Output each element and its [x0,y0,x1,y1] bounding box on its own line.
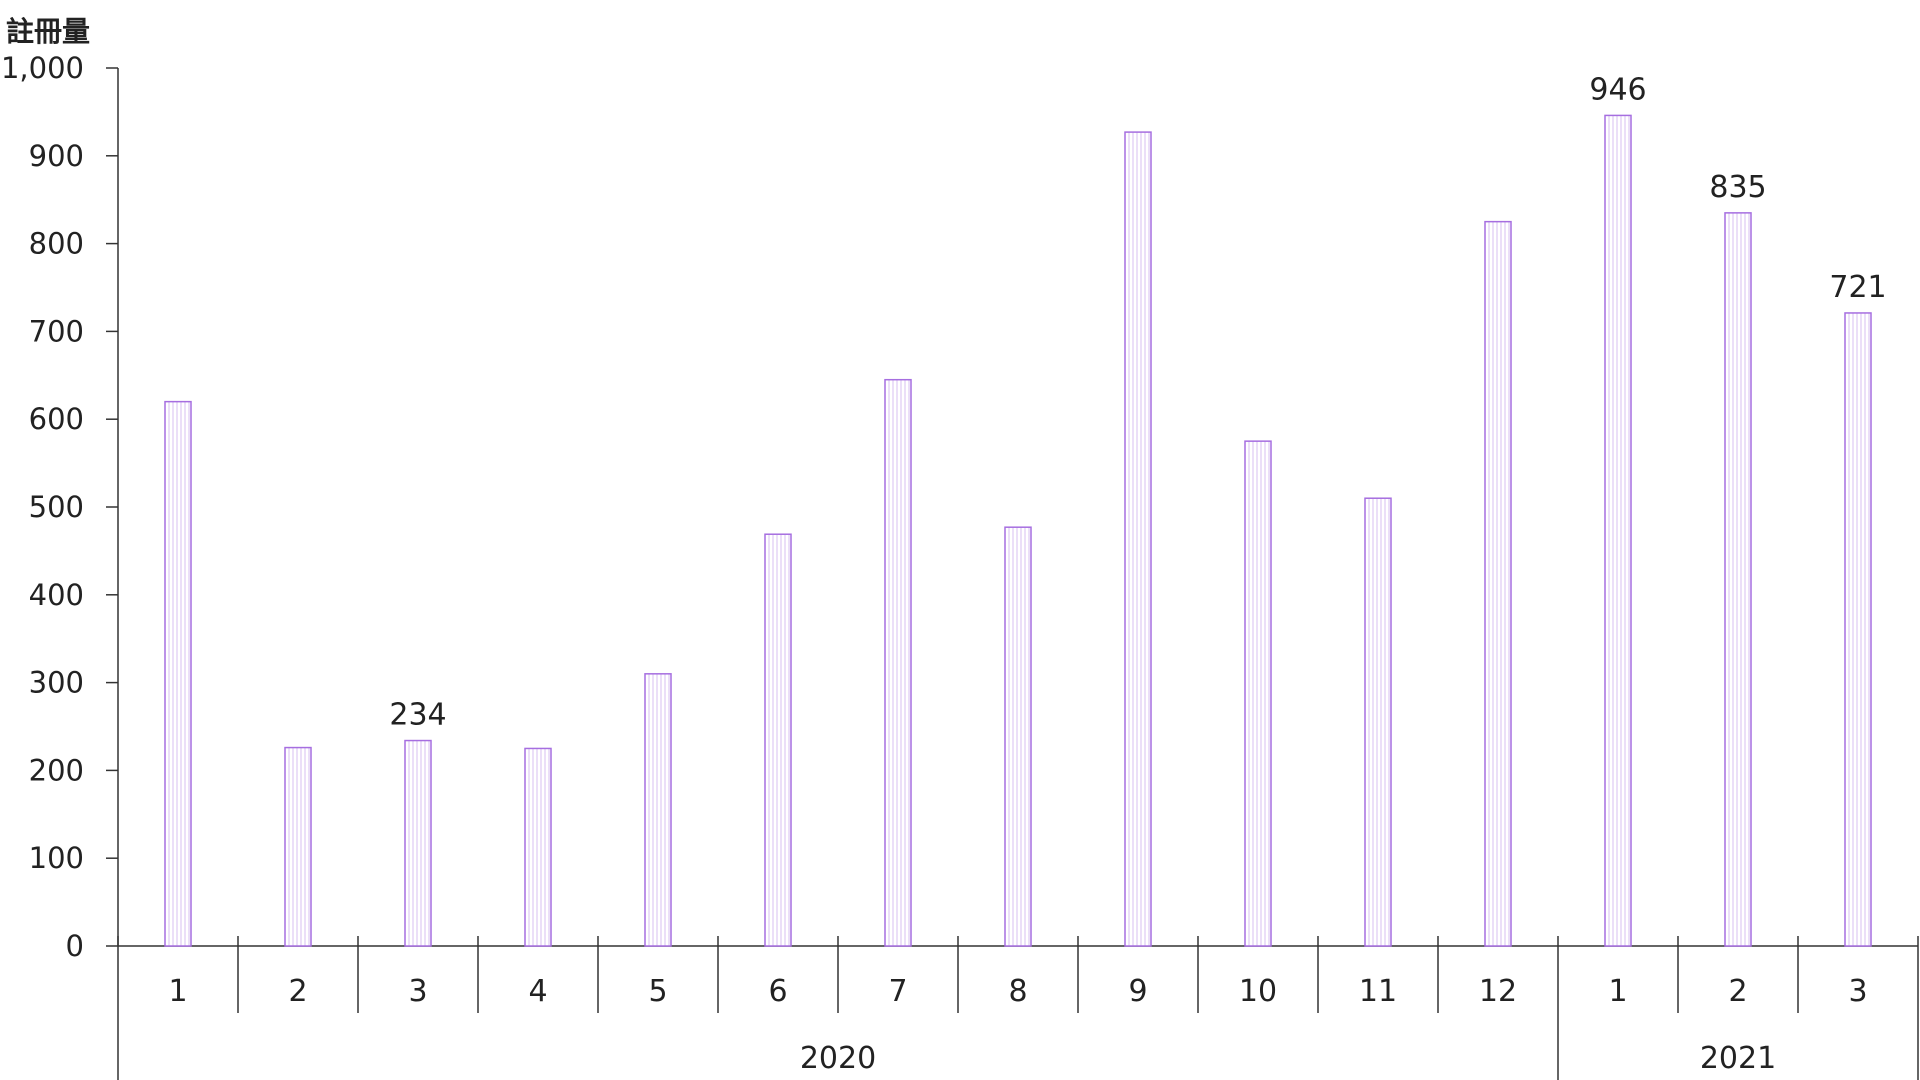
y-tick-label: 500 [29,490,84,524]
data-label: 234 [389,698,446,733]
bar [1604,114,1632,947]
bar [1004,526,1032,947]
x-tick-label: 3 [1848,974,1867,1009]
bar [764,533,792,947]
x-tick-label: 1 [168,974,187,1009]
bar [1124,131,1152,947]
y-tick-label: 800 [29,227,84,261]
y-tick-label: 0 [66,929,84,963]
y-axis: 0 100 200 300 400 500 600 700 800 900 1,000 [1,51,119,963]
bar [284,746,312,947]
bar [404,739,432,947]
bar [1724,212,1752,947]
y-tick-label: 600 [29,402,84,436]
x-tick-label: 10 [1239,974,1277,1009]
bar [164,400,192,947]
x-tick-label: 1 [1608,974,1627,1009]
y-tick-label: 1,000 [1,51,84,85]
y-axis-title: 註冊量 [6,15,90,48]
y-tick-label: 300 [29,666,84,700]
data-label: 835 [1709,170,1766,205]
data-labels: 234 946 835 721 [389,72,1886,732]
bar [1484,220,1512,947]
bar [524,747,552,947]
y-tick-label: 900 [29,139,84,173]
x-tick-label: 2 [1728,974,1747,1009]
y-tick-label: 200 [29,753,84,787]
bar [884,378,912,947]
bars [164,114,1872,947]
x-tick-label: 9 [1128,974,1147,1009]
x-tick-label: 11 [1359,974,1397,1009]
y-tick-label: 100 [29,841,84,875]
bar [1844,312,1872,947]
bar [1244,440,1272,947]
year-label: 2020 [800,1041,876,1076]
year-label: 2021 [1700,1041,1776,1076]
y-tick-label: 700 [29,314,84,348]
x-tick-label: 3 [408,974,427,1009]
x-tick-label: 7 [888,974,907,1009]
bar [644,673,672,947]
x-tick-label: 4 [528,974,547,1009]
x-tick-label: 2 [288,974,307,1009]
y-tick-label: 400 [29,578,84,612]
x-tick-label: 6 [768,974,787,1009]
data-label: 721 [1829,270,1886,305]
x-tick-label: 5 [648,974,667,1009]
x-tick-label: 12 [1479,974,1517,1009]
data-label: 946 [1589,72,1646,107]
x-tick-label: 8 [1008,974,1027,1009]
bar [1364,497,1392,947]
